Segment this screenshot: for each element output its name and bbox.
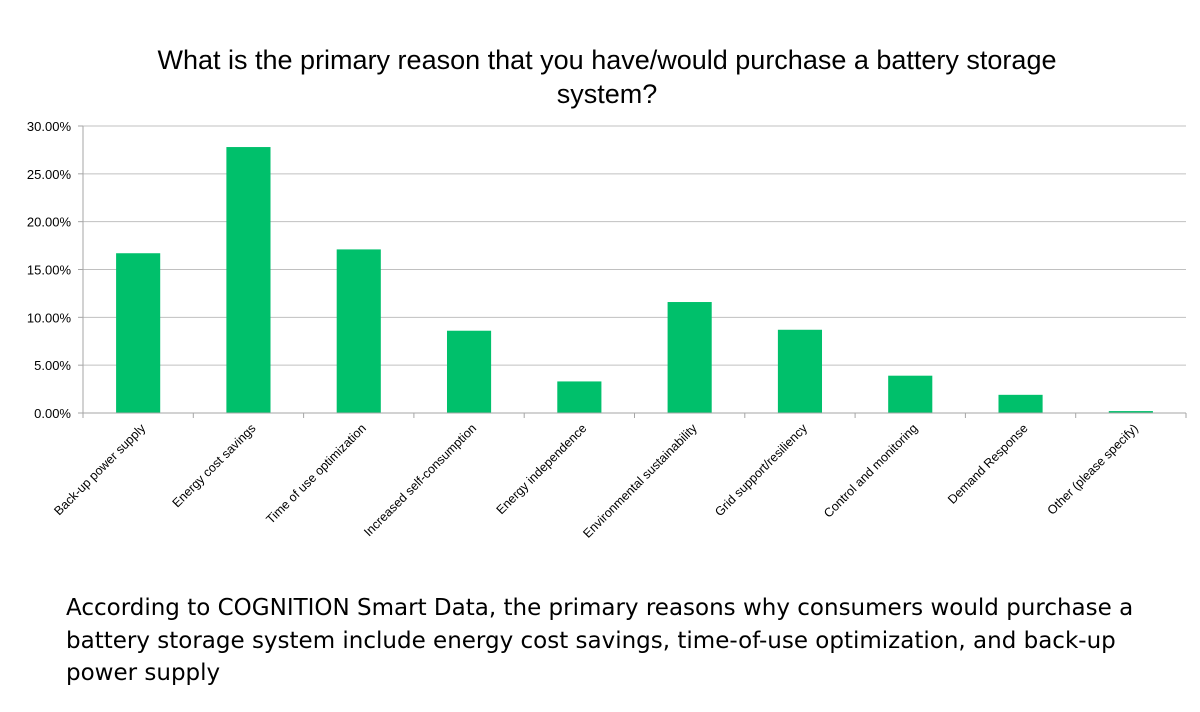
bars (116, 147, 1153, 413)
bar (777, 329, 823, 413)
bar (888, 375, 933, 413)
y-tick-label: 5.00% (34, 358, 71, 373)
x-tick-label: Demand Response (945, 421, 1031, 507)
x-axis-tick-labels: Back-up power supply Energy cost savings T… (51, 421, 1141, 541)
chart-title-line-1: What is the primary reason that you have… (158, 45, 1057, 75)
y-tick-label: 10.00% (27, 310, 72, 325)
x-tick-label: Back-up power supply (51, 421, 148, 518)
x-tick-label: Other (please specify) (1045, 421, 1141, 517)
bar (998, 394, 1043, 413)
bar (116, 253, 161, 413)
x-tick-label: Control and monitoring (821, 421, 920, 520)
x-tick-label: Grid support/resiliency (712, 421, 810, 519)
y-tick-label: 30.00% (27, 119, 72, 134)
bar (336, 249, 381, 413)
bar (446, 330, 492, 413)
x-tick-label: Energy independence (494, 421, 590, 517)
y-axis-tick-labels: 0.00% 5.00% 10.00% 15.00% 20.00% 25.00% 30.00% (27, 119, 72, 421)
x-tick-label: Energy cost savings (170, 421, 259, 510)
chart-title-line-2: system? (557, 79, 658, 109)
x-tick-label: Increased self-consumption (361, 421, 479, 539)
caption-text: According to COGNITION Smart Data, the p… (66, 595, 1134, 687)
bar-chart: What is the primary reason that you have… (27, 45, 1187, 541)
x-tick-label: Time of use optimization (264, 421, 369, 526)
y-tick-label: 20.00% (27, 215, 72, 230)
y-tick-label: 0.00% (34, 406, 71, 421)
bar (557, 381, 602, 413)
bar (667, 302, 712, 413)
y-tick-label: 15.00% (27, 263, 72, 278)
bar (1108, 411, 1153, 413)
bar (226, 147, 271, 413)
axes (82, 126, 1187, 418)
y-tick-label: 25.00% (27, 167, 72, 182)
x-tick-label: Environmental sustainability (580, 421, 700, 541)
